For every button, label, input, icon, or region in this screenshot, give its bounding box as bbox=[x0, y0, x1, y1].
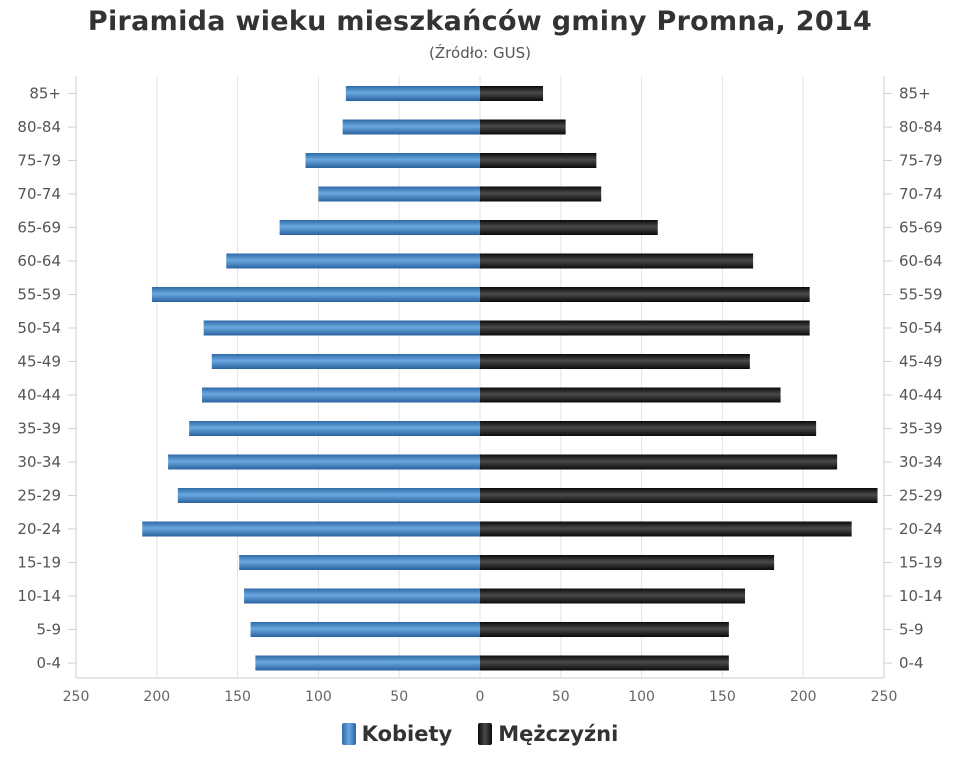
y-tick-label-left: 15-19 bbox=[17, 554, 61, 572]
y-tick-label-left: 65-69 bbox=[17, 219, 61, 237]
x-tick-label: 100 bbox=[628, 689, 655, 705]
bar-kobiety-10-14 bbox=[244, 588, 480, 604]
bar-kobiety-35-39 bbox=[189, 421, 480, 436]
legend-swatch-mezczyzni bbox=[478, 723, 493, 745]
bar-mezczyzni-25-29 bbox=[480, 488, 878, 503]
x-tick-label: 50 bbox=[552, 689, 570, 705]
bar-kobiety-85+ bbox=[345, 86, 480, 101]
y-tick-label-left: 75-79 bbox=[17, 152, 61, 170]
y-tick-label-right: 15-19 bbox=[899, 554, 943, 572]
y-tick-label-right: 10-14 bbox=[899, 587, 943, 605]
bar-kobiety-0-4 bbox=[255, 655, 480, 671]
y-tick-label-left: 85+ bbox=[29, 85, 61, 103]
bar-kobiety-60-64 bbox=[226, 253, 480, 269]
bar-kobiety-70-74 bbox=[318, 186, 480, 202]
y-tick-label-left: 55-59 bbox=[17, 286, 61, 304]
y-tick-label-left: 50-54 bbox=[17, 319, 61, 337]
bar-mezczyzni-80-84 bbox=[480, 119, 566, 135]
y-tick-label-right: 35-39 bbox=[899, 420, 943, 438]
y-tick-label-right: 75-79 bbox=[899, 152, 943, 170]
legend: Kobiety Mężczyźni bbox=[0, 722, 960, 746]
y-tick-label-right: 45-49 bbox=[899, 353, 943, 371]
x-tick-label: 150 bbox=[224, 689, 251, 705]
bar-mezczyzni-20-24 bbox=[480, 521, 852, 537]
x-tick-label: 100 bbox=[305, 689, 332, 705]
y-tick-label-left: 30-34 bbox=[17, 453, 61, 471]
bar-kobiety-50-54 bbox=[203, 320, 480, 336]
bar-kobiety-65-69 bbox=[279, 220, 480, 235]
bar-mezczyzni-65-69 bbox=[480, 220, 658, 235]
y-tick-label-left: 25-29 bbox=[17, 487, 61, 505]
chart-subtitle: (Źródło: GUS) bbox=[429, 44, 531, 62]
y-tick-label-right: 50-54 bbox=[899, 319, 943, 337]
bar-mezczyzni-40-44 bbox=[480, 387, 781, 403]
bar-mezczyzni-5-9 bbox=[480, 622, 729, 637]
bar-mezczyzni-15-19 bbox=[480, 555, 775, 570]
y-tick-label-left: 70-74 bbox=[17, 185, 61, 203]
legend-label-mezczyzni: Mężczyźni bbox=[498, 722, 619, 746]
x-tick-label: 150 bbox=[709, 689, 736, 705]
legend-swatch-kobiety bbox=[341, 723, 356, 745]
bar-kobiety-55-59 bbox=[151, 287, 480, 302]
y-tick-label-right: 65-69 bbox=[899, 219, 943, 237]
y-tick-label-right: 40-44 bbox=[899, 386, 943, 404]
y-tick-label-left: 5-9 bbox=[37, 621, 62, 639]
bar-mezczyzni-70-74 bbox=[480, 186, 602, 202]
y-tick-label-right: 60-64 bbox=[899, 252, 943, 270]
y-tick-label-right: 80-84 bbox=[899, 118, 943, 136]
y-tick-label-right: 30-34 bbox=[899, 453, 943, 471]
bar-kobiety-40-44 bbox=[202, 387, 480, 403]
y-tick-label-right: 85+ bbox=[899, 85, 931, 103]
x-tick-label: 50 bbox=[390, 689, 408, 705]
bar-kobiety-75-79 bbox=[305, 153, 480, 168]
bar-kobiety-25-29 bbox=[177, 488, 481, 503]
y-tick-label-left: 20-24 bbox=[17, 520, 61, 538]
bar-mezczyzni-50-54 bbox=[480, 320, 810, 336]
y-tick-label-left: 0-4 bbox=[37, 654, 62, 672]
x-tick-label: 250 bbox=[871, 689, 898, 705]
y-tick-label-left: 40-44 bbox=[17, 386, 61, 404]
y-tick-label-right: 0-4 bbox=[899, 654, 924, 672]
bar-mezczyzni-45-49 bbox=[480, 354, 750, 369]
y-tick-label-left: 10-14 bbox=[17, 587, 61, 605]
chart-title: Piramida wieku mieszkańców gminy Promna,… bbox=[87, 6, 873, 37]
bar-kobiety-5-9 bbox=[250, 622, 480, 637]
bar-kobiety-20-24 bbox=[142, 521, 481, 537]
legend-item-kobiety[interactable]: Kobiety bbox=[341, 722, 453, 746]
bar-mezczyzni-30-34 bbox=[480, 454, 838, 470]
legend-item-mezczyzni[interactable]: Mężczyźni bbox=[478, 722, 618, 746]
bar-mezczyzni-85+ bbox=[480, 86, 544, 101]
y-tick-label-right: 20-24 bbox=[899, 520, 943, 538]
x-tick-label: 250 bbox=[63, 689, 90, 705]
bar-mezczyzni-10-14 bbox=[480, 588, 746, 604]
bar-kobiety-30-34 bbox=[168, 454, 480, 470]
y-tick-label-left: 80-84 bbox=[17, 118, 61, 136]
bar-kobiety-45-49 bbox=[211, 354, 480, 369]
legend-label-kobiety: Kobiety bbox=[361, 722, 453, 746]
y-tick-label-left: 60-64 bbox=[17, 252, 61, 270]
y-tick-label-right: 55-59 bbox=[899, 286, 943, 304]
y-tick-label-right: 70-74 bbox=[899, 185, 943, 203]
bar-mezczyzni-75-79 bbox=[480, 153, 597, 168]
x-tick-label: 200 bbox=[143, 689, 170, 705]
y-tick-label-right: 5-9 bbox=[899, 621, 924, 639]
y-tick-label-left: 35-39 bbox=[17, 420, 61, 438]
bar-mezczyzni-60-64 bbox=[480, 253, 754, 269]
bar-kobiety-15-19 bbox=[239, 555, 480, 570]
x-tick-label: 200 bbox=[790, 689, 817, 705]
x-tick-label: 0 bbox=[476, 689, 485, 705]
y-tick-label-left: 45-49 bbox=[17, 353, 61, 371]
bar-kobiety-80-84 bbox=[342, 119, 480, 135]
bar-mezczyzni-35-39 bbox=[480, 421, 817, 436]
y-tick-label-right: 25-29 bbox=[899, 487, 943, 505]
bar-mezczyzni-55-59 bbox=[480, 287, 810, 302]
bar-mezczyzni-0-4 bbox=[480, 655, 729, 671]
